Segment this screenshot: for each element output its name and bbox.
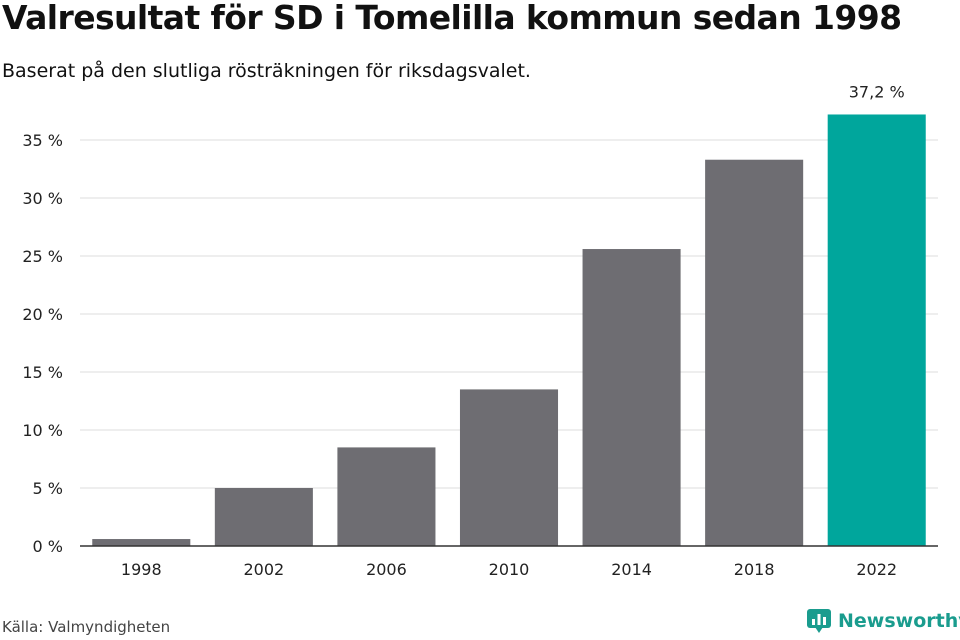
bars	[92, 114, 926, 547]
bar-2010	[459, 389, 559, 546]
y-axis-tick-labels: 0 % 5 % 10 % 15 % 20 % 25 % 30 % 35 %	[22, 131, 63, 556]
x-tick-label: 2018	[734, 560, 775, 579]
y-tick-label: 0 %	[33, 537, 63, 556]
newsworthy-logo-icon	[807, 609, 831, 633]
x-axis-tick-labels: 1998 2002 2006 2010 2014 2018 2022	[121, 560, 897, 579]
bar-2002	[214, 488, 313, 546]
source-note: Källa: Valmyndigheten	[2, 618, 171, 636]
brand-name: Newsworthy	[838, 610, 960, 632]
bar-2022	[827, 114, 926, 546]
y-tick-label: 35 %	[22, 131, 63, 150]
brand-logo: Newsworthy	[806, 608, 960, 634]
data-label: 37,2 %	[849, 82, 905, 101]
bar-2006	[337, 447, 436, 546]
y-tick-label: 25 %	[22, 247, 63, 266]
chart-title: Valresultat för SD i Tomelilla kommun se…	[2, 0, 902, 37]
y-tick-label: 15 %	[22, 363, 63, 382]
x-tick-label: 2014	[611, 560, 652, 579]
data-labels: 37,2 %	[849, 82, 905, 101]
bar-2014	[582, 249, 681, 547]
x-tick-label: 2010	[489, 560, 530, 579]
y-tick-label: 20 %	[22, 305, 63, 324]
x-tick-label: 2022	[856, 560, 897, 579]
x-tick-label: 1998	[121, 560, 162, 579]
x-tick-label: 2006	[366, 560, 407, 579]
y-tick-label: 10 %	[22, 421, 63, 440]
chart-subtitle: Baserat på den slutliga rösträkningen fö…	[2, 60, 531, 82]
bar-2018	[705, 159, 804, 546]
x-tick-label: 2002	[243, 560, 284, 579]
y-tick-label: 5 %	[33, 479, 63, 498]
y-tick-label: 30 %	[22, 189, 63, 208]
bar-1998	[92, 539, 191, 546]
